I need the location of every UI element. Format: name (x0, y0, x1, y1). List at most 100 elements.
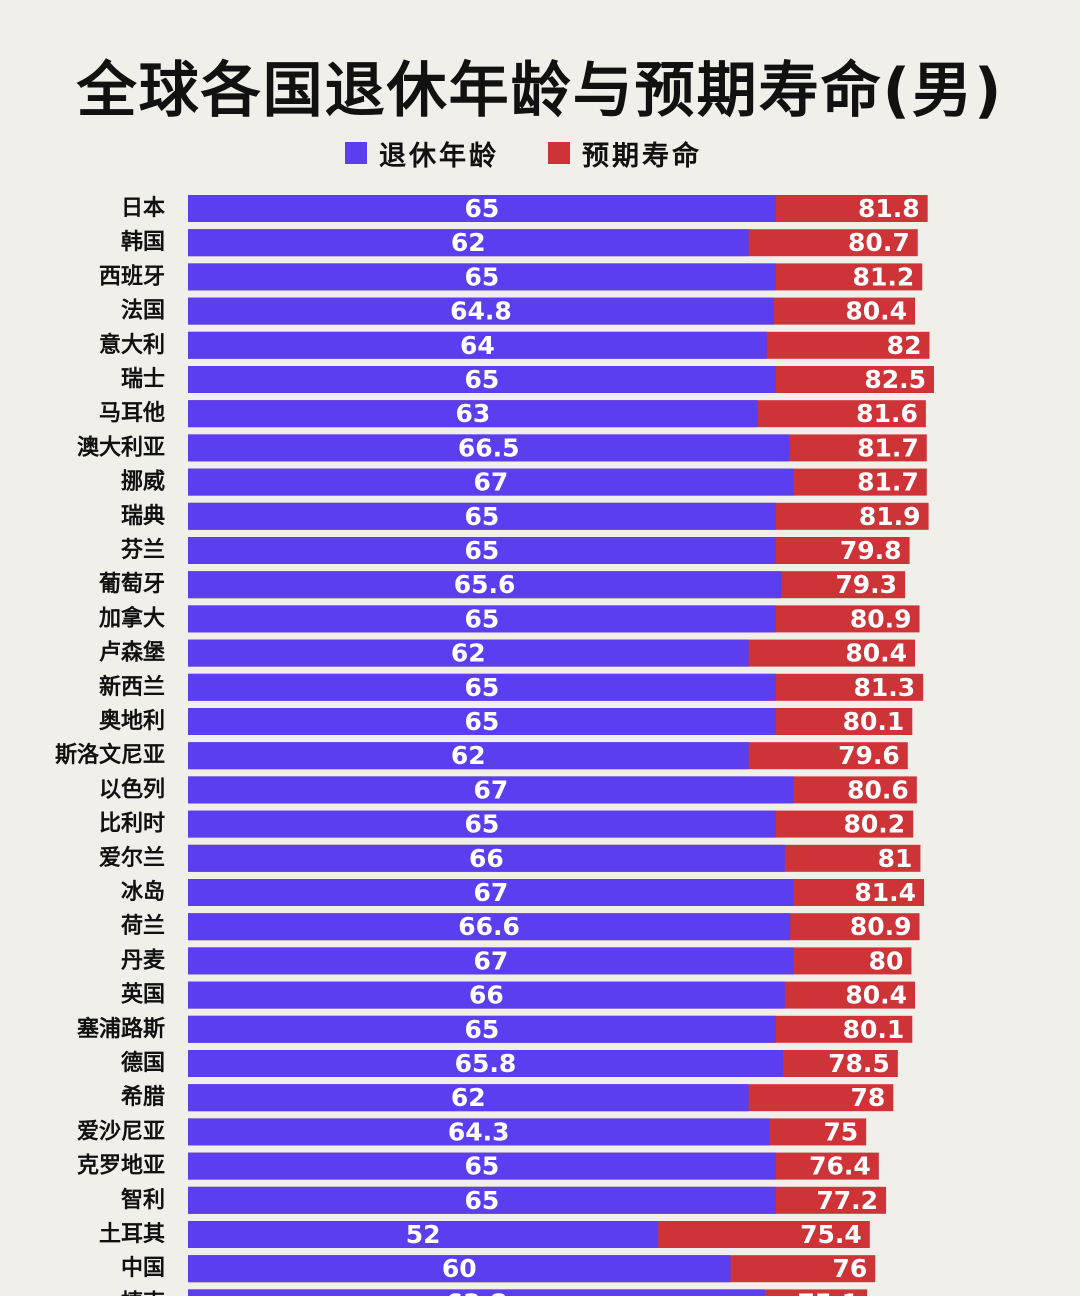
retirement-value-label: 65 (464, 262, 499, 291)
legend-item-retirement: 退休年龄 (345, 136, 499, 172)
country-label: 澳大利亚 (77, 434, 165, 460)
retirement-bar (188, 1152, 776, 1180)
life-value-label: 80.7 (848, 228, 910, 257)
country-label: 塞浦路斯 (77, 1016, 165, 1042)
retirement-bar (188, 1118, 770, 1146)
retirement-bar (188, 639, 749, 667)
retirement-bar (188, 229, 749, 257)
legend-label-retirement: 退休年龄 (379, 140, 499, 172)
retirement-bar (188, 331, 767, 359)
country-label: 挪威 (121, 469, 165, 495)
life-value-label: 80 (869, 946, 904, 975)
retirement-bar (188, 1289, 765, 1296)
life-value-label: 80.1 (843, 707, 905, 736)
retirement-value-label: 65 (464, 707, 499, 736)
country-label: 荷兰 (121, 913, 165, 939)
country-label: 加拿大 (98, 605, 165, 631)
life-value-label: 81.4 (854, 878, 916, 907)
retirement-bar (188, 1084, 749, 1112)
country-label: 爱尔兰 (99, 845, 165, 871)
life-value-label: 78.5 (828, 1049, 890, 1078)
life-value-label: 76.4 (809, 1152, 871, 1181)
retirement-bar (188, 947, 794, 975)
retirement-value-label: 66.5 (458, 433, 520, 462)
country-label: 韩国 (121, 229, 165, 255)
retirement-bar (188, 1221, 659, 1248)
life-value-label: 80.4 (845, 297, 907, 326)
retirement-value-label: 64.3 (448, 1117, 510, 1146)
retirement-value-label: 65.6 (454, 570, 516, 599)
life-value-label: 81.7 (857, 433, 919, 462)
country-label: 瑞典 (121, 504, 165, 529)
retirement-bar (188, 913, 791, 941)
retirement-bar (188, 708, 776, 735)
retirement-bar (188, 434, 790, 462)
retirement-bar (188, 263, 776, 291)
retirement-value-label: 63 (455, 399, 490, 428)
country-label: 西班牙 (99, 264, 165, 289)
retirement-value-label: 65 (464, 604, 499, 633)
country-label: 土耳其 (99, 1222, 165, 1247)
life-value-label: 75 (823, 1117, 858, 1146)
retirement-value-label: 67 (474, 946, 509, 975)
legend-swatch-retirement (345, 142, 367, 164)
retirement-value-label: 66 (469, 844, 504, 873)
country-label: 爱沙尼亚 (77, 1119, 165, 1144)
retirement-value-label: 64 (460, 331, 495, 360)
retirement-bar (188, 981, 785, 1009)
life-value-label: 81.2 (853, 262, 915, 291)
life-value-label: 81.8 (858, 194, 920, 223)
retirement-value-label: 65 (464, 536, 499, 565)
legend-item-life: 预期寿命 (548, 136, 702, 172)
country-label: 奥地利 (99, 708, 165, 734)
retirement-value-label: 65 (464, 1186, 499, 1215)
retirement-value-label: 62 (451, 741, 486, 770)
retirement-bar (188, 468, 794, 496)
retirement-bar (188, 366, 776, 393)
country-label: 中国 (121, 1256, 165, 1281)
country-label: 日本 (121, 196, 165, 221)
retirement-value-label: 67 (474, 468, 509, 497)
life-value-label: 81.9 (859, 502, 921, 531)
retirement-bar (188, 879, 794, 906)
life-value-label: 79.3 (835, 570, 897, 599)
retirement-value-label: 65 (464, 810, 499, 839)
retirement-value-label: 65 (464, 673, 499, 702)
country-label: 德国 (121, 1050, 165, 1076)
retirement-bar (188, 195, 776, 222)
legend: 退休年龄 预期寿命 (0, 136, 1080, 172)
life-value-label: 80.9 (850, 604, 912, 633)
country-label: 智利 (121, 1187, 165, 1213)
country-label: 葡萄牙 (98, 572, 165, 597)
retirement-bar (188, 810, 776, 838)
retirement-value-label: 62 (451, 639, 486, 668)
retirement-value-label: 66 (469, 981, 504, 1010)
retirement-value-label: 65 (464, 194, 499, 223)
retirement-bar (188, 571, 782, 599)
country-label: 意大利 (99, 332, 165, 358)
life-value-label: 80.1 (843, 1015, 905, 1044)
country-label: 比利时 (99, 812, 165, 837)
country-label: 瑞士 (121, 367, 165, 392)
life-value-label: 80.2 (844, 810, 906, 839)
country-label: 冰岛 (121, 879, 165, 905)
life-value-label: 80.4 (845, 981, 907, 1010)
country-label: 芬兰 (120, 537, 165, 563)
country-label: 英国 (121, 983, 165, 1008)
legend-swatch-life (548, 142, 570, 164)
life-value-label: 77.2 (816, 1186, 878, 1215)
retirement-bar (188, 673, 776, 701)
retirement-bar (188, 537, 776, 564)
retirement-bar (188, 844, 785, 872)
country-label: 马耳他 (99, 401, 165, 426)
country-label: 斯洛文尼亚 (55, 742, 165, 768)
retirement-bar (188, 742, 749, 770)
country-label: 法国 (121, 299, 165, 324)
life-value-label: 75.4 (800, 1220, 862, 1249)
chart-title: 全球各国退休年龄与预期寿命(男) (76, 56, 1004, 126)
country-label: 以色列 (99, 776, 165, 802)
country-label: 克罗地亚 (77, 1153, 165, 1179)
retirement-value-label: 60 (442, 1254, 477, 1283)
life-value-label: 79.6 (838, 741, 900, 770)
life-value-label: 76 (832, 1254, 867, 1283)
